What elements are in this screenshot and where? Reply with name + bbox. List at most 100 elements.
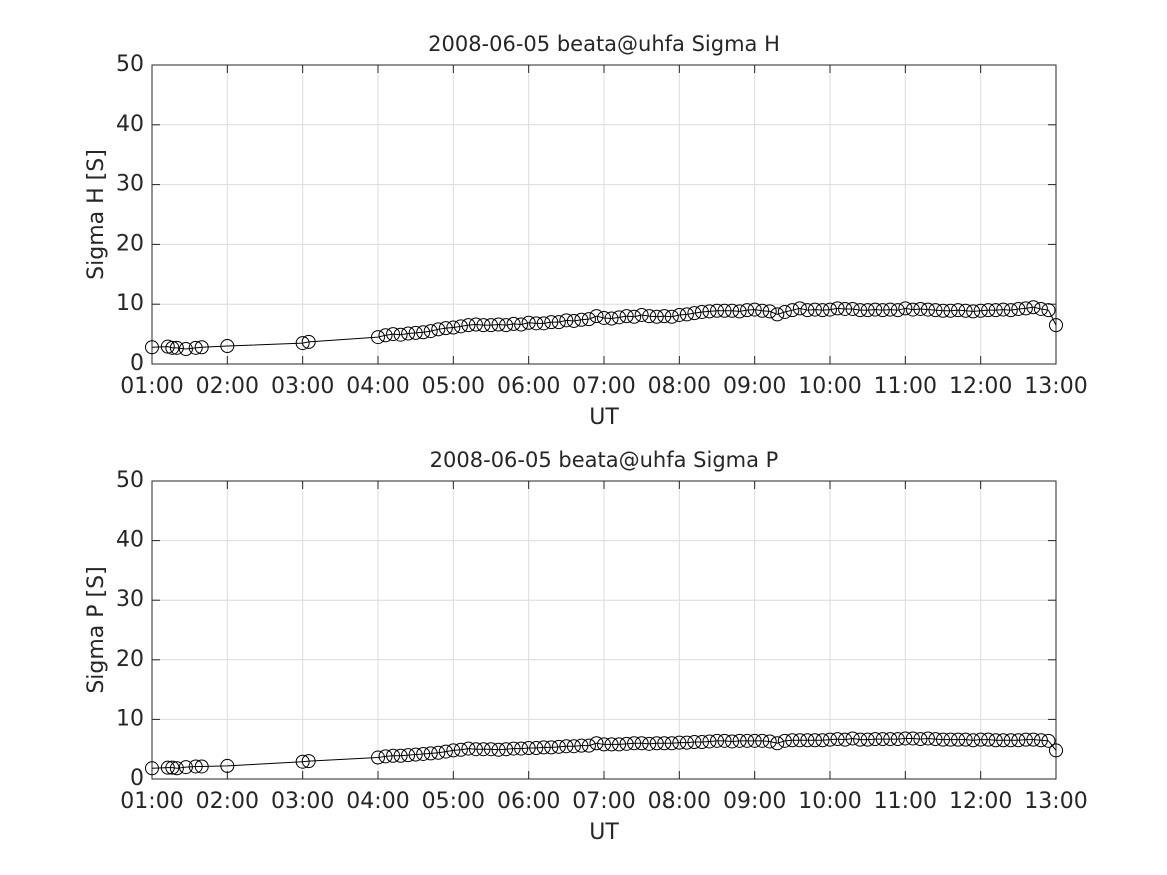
data-point: [371, 330, 385, 345]
data-point: [883, 302, 898, 317]
data-point: [393, 748, 408, 763]
data-point: [145, 340, 159, 355]
data-point: [905, 302, 920, 317]
data-point: [951, 732, 966, 747]
data-point: [145, 761, 159, 776]
data-point: [416, 746, 431, 761]
data-point: [958, 303, 973, 318]
data-point: [589, 736, 604, 751]
data-point: [936, 732, 950, 747]
data-point: [612, 737, 627, 752]
data-point: [589, 309, 604, 324]
data-point: [188, 340, 203, 355]
data-point: [604, 737, 619, 752]
y-tick-label: 30: [116, 587, 144, 612]
data-point: [619, 309, 634, 324]
x-tick-label: 13:00: [1024, 374, 1087, 399]
axes-box: [151, 64, 1057, 365]
data-point: [551, 739, 566, 754]
data-point: [740, 303, 755, 318]
data-point: [823, 302, 837, 317]
data-point: [815, 733, 830, 748]
data-point: [1041, 733, 1056, 748]
data-point: [890, 732, 905, 747]
data-point: [732, 733, 747, 748]
x-axis-label: UT: [589, 820, 619, 845]
data-point: [966, 304, 981, 319]
data-point: [476, 318, 491, 333]
data-point: [747, 733, 762, 748]
data-point: [408, 325, 423, 340]
data-point: [792, 733, 807, 748]
y-tick-label: 50: [116, 52, 144, 77]
data-point: [845, 731, 860, 746]
data-point: [401, 326, 416, 341]
data-point: [169, 761, 184, 776]
x-tick-label: 05:00: [422, 789, 485, 814]
data-point: [165, 760, 180, 775]
data-point: [710, 733, 724, 748]
data-point: [936, 303, 950, 318]
data-line: [151, 306, 1057, 350]
data-point: [529, 741, 544, 756]
y-tick-label: 10: [116, 706, 144, 731]
data-point: [702, 304, 717, 319]
data-point: [566, 313, 581, 328]
x-tick-label: 06:00: [497, 374, 560, 399]
data-point: [604, 311, 619, 326]
x-tick-label: 01:00: [120, 789, 183, 814]
x-tick-label: 11:00: [874, 374, 937, 399]
data-point: [378, 749, 393, 764]
data-point: [679, 735, 694, 750]
x-tick-label: 05:00: [422, 374, 485, 399]
data-point: [627, 309, 642, 324]
data-point: [694, 304, 709, 319]
data-point: [800, 303, 815, 318]
data-point: [521, 315, 536, 330]
data-point: [160, 760, 175, 775]
data-point: [1049, 318, 1063, 333]
data-point: [581, 312, 596, 327]
data-point: [514, 317, 529, 332]
data-point: [194, 340, 209, 355]
data-point: [1033, 733, 1048, 748]
data-point: [755, 733, 770, 748]
x-tick-label: 01:00: [120, 374, 183, 399]
data-point: [657, 736, 672, 751]
data-point: [679, 307, 694, 322]
data-point: [574, 738, 589, 753]
data-point: [890, 303, 905, 318]
data-point: [559, 313, 574, 328]
data-point: [178, 342, 193, 357]
data-point: [178, 760, 193, 775]
data-point: [544, 315, 559, 330]
data-point: [928, 732, 943, 747]
data-point: [566, 739, 581, 754]
x-tick-label: 10:00: [798, 789, 861, 814]
data-point: [913, 301, 928, 316]
data-point: [1011, 301, 1026, 316]
data-point: [777, 733, 792, 748]
data-point: [868, 732, 883, 747]
x-tick-label: 09:00: [723, 789, 786, 814]
data-point: [649, 309, 664, 324]
x-tick-label: 13:00: [1024, 789, 1087, 814]
data-point: [220, 339, 235, 354]
data-point: [529, 316, 544, 331]
data-line: [151, 737, 1057, 769]
x-tick-label: 08:00: [648, 789, 711, 814]
data-point: [664, 309, 679, 324]
data-point: [838, 732, 853, 747]
data-point: [499, 318, 514, 333]
data-point: [717, 733, 732, 748]
data-point: [514, 741, 529, 756]
data-point: [762, 304, 777, 319]
data-point: [194, 759, 209, 774]
x-tick-label: 02:00: [196, 789, 259, 814]
data-point: [468, 317, 483, 332]
data-point: [423, 746, 438, 761]
data-point: [898, 731, 913, 746]
data-point: [220, 758, 235, 773]
data-point: [898, 301, 913, 316]
data-point: [597, 310, 611, 325]
